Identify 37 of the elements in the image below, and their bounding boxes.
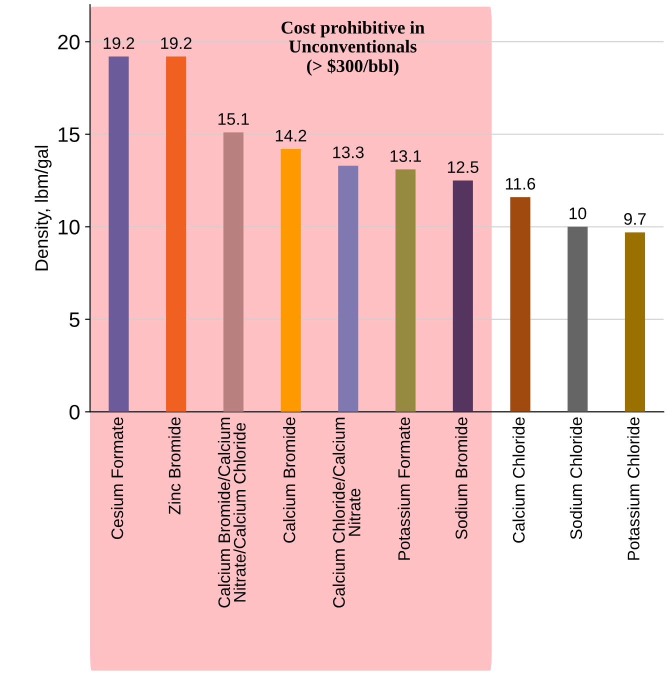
x-tick-label: Calcium Bromide/Calcium Nitrate/Calcium Chloride [218,418,246,608]
bar [452,180,473,412]
bar [624,232,646,412]
x-tick-label: Zinc Bromide [168,417,181,514]
x-tick-label: Calcium Bromide [283,417,296,543]
bar [280,149,301,412]
data-label: 12.5 [448,161,478,174]
bar [568,226,588,412]
data-label: 15.1 [218,113,249,125]
data-label: 19.2 [161,37,192,50]
y-tick-label: 10 [58,220,80,235]
y-tick-label: 20 [58,34,80,50]
y-tick-label: 15 [58,127,80,142]
x-tick-label: Calcium Chloride [512,417,525,543]
bar [223,132,244,412]
x-tick-label: Potassium Formate [398,417,410,560]
x-tick-label: Potassium Chloride [627,417,640,560]
x-tick-label: Sodium Bromide [455,417,468,540]
bar [108,56,129,412]
x-tick-label: Sodium Chloride [570,417,582,540]
bar [166,56,186,412]
data-label: 13.1 [390,150,421,162]
data-label: 10 [570,208,586,220]
bar [338,166,358,412]
data-label: 19.2 [104,37,134,50]
data-label: 13.3 [333,146,364,158]
y-tick-label: 5 [70,312,80,328]
y-axis-title: Density, lbm/gal [34,146,52,270]
x-tick-label: Calcium Chloride/Calcium Nitrate [332,418,360,608]
data-label: 9.7 [624,213,646,225]
data-label: 11.6 [506,178,536,190]
bar [510,197,530,412]
x-tick-label: Cesium Formate [110,417,124,539]
bar [396,169,416,412]
band-label: Cost prohibitive in Unconventionals (> $300/bbl) [282,21,425,76]
y-tick-label: 0 [70,404,80,420]
data-label: 14.2 [276,130,306,142]
